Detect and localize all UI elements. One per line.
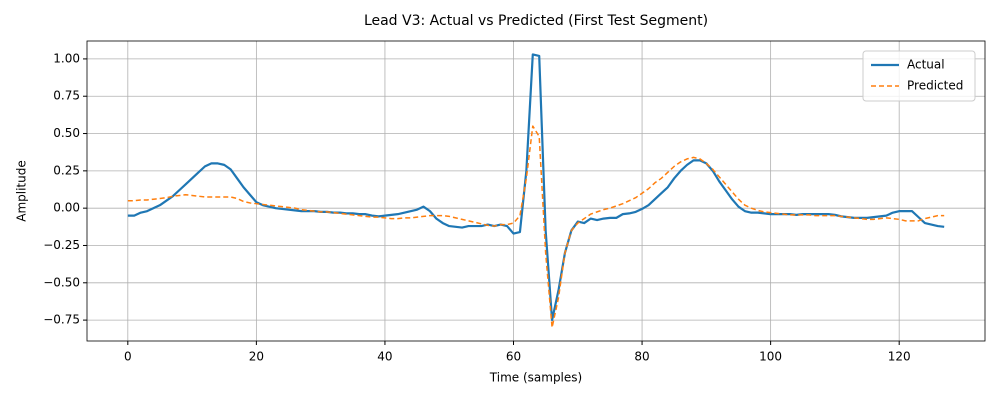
legend-label: Predicted xyxy=(907,79,963,93)
x-tick-label: 80 xyxy=(634,350,649,364)
plot-frame xyxy=(86,40,986,342)
data-line xyxy=(127,53,945,322)
y-tick-label: 0.50 xyxy=(53,126,80,140)
data-line xyxy=(127,125,945,329)
y-tick-label: −0.50 xyxy=(43,275,80,289)
y-tick-label: 0.25 xyxy=(53,163,80,177)
y-tick-label: 0.75 xyxy=(53,89,80,103)
y-axis-label: Amplitude xyxy=(15,160,29,222)
x-tick-label: 120 xyxy=(888,350,911,364)
x-axis-label: Time (samples) xyxy=(489,371,582,385)
x-tick-label: 0 xyxy=(124,350,132,364)
x-tick-label: 40 xyxy=(377,350,392,364)
y-tick-label: 0.00 xyxy=(53,201,80,215)
x-tick-label: 20 xyxy=(249,350,264,364)
x-tick-label: 60 xyxy=(506,350,521,364)
x-tick-label: 100 xyxy=(759,350,782,364)
y-tick-label: 1.00 xyxy=(53,51,80,65)
y-tick-label: −0.75 xyxy=(43,313,80,327)
y-tick-label: −0.25 xyxy=(43,238,80,252)
legend-box xyxy=(862,50,976,102)
chart-title: Lead V3: Actual vs Predicted (First Test… xyxy=(364,13,708,29)
legend-label: Actual xyxy=(907,58,945,72)
